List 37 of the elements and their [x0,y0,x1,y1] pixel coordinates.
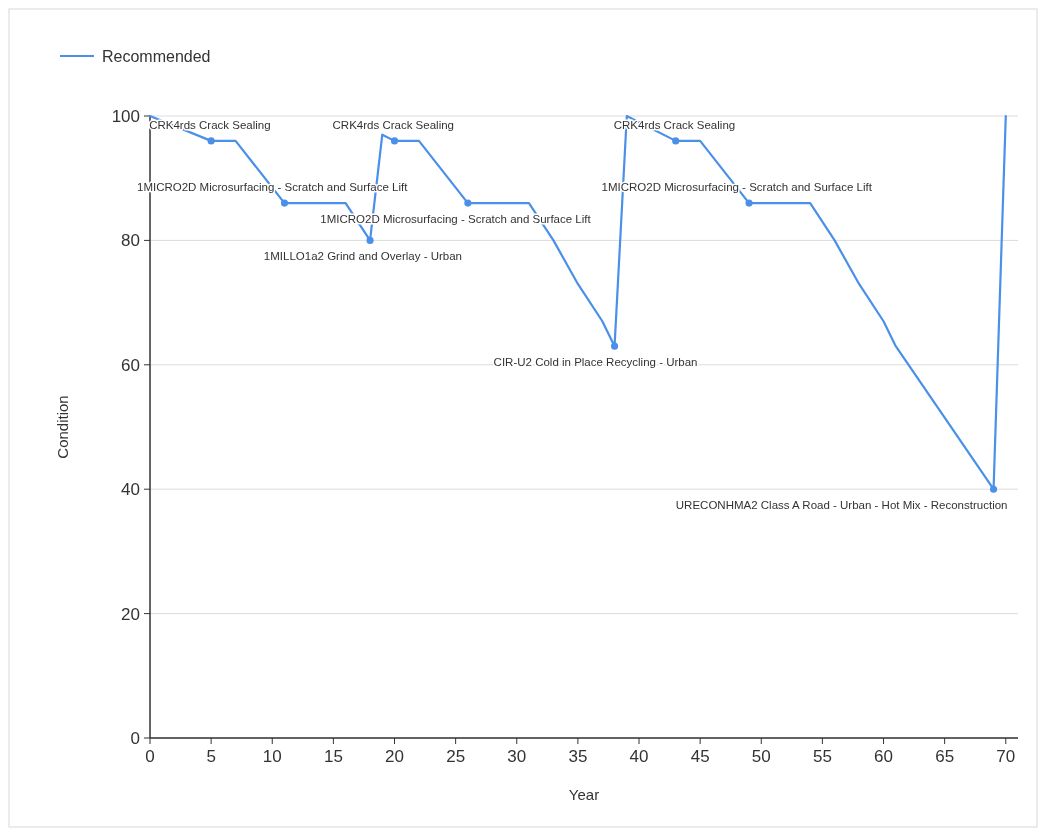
annotation: URECONHMA2 Class A Road - Urban - Hot Mix - Reconstruction [675,499,1008,512]
y-tick-label: 40 [121,480,140,500]
point [611,342,619,350]
y-tick-label: 100 [111,106,140,126]
point [390,137,399,145]
legend-label: Recommended [102,47,211,65]
x-tick-label: 60 [874,747,893,766]
x-tick-label: 25 [446,747,466,766]
x-tick-label: 35 [568,747,588,766]
annotation: CRK4rds Crack Sealing [332,118,454,131]
point [464,199,472,207]
annotation: CIR-U2 Cold in Place Recycling - Urban [493,356,698,369]
x-tick-label: 55 [812,747,832,766]
x-tick-label: 65 [935,747,955,766]
point [989,485,998,493]
point [366,236,374,244]
x-axis-title: Year [568,786,600,803]
x-tick-label: 20 [385,747,404,766]
x-tick-label: 10 [262,747,282,766]
x-tick-label: 40 [629,747,649,766]
y-axis-title: Condition [54,395,71,459]
x-tick-label: 5 [206,747,216,766]
y-tick-label: 60 [121,355,140,375]
x-tick-label: 45 [690,747,710,766]
point [672,137,680,145]
x-tick-label: 15 [323,747,343,766]
point [745,199,753,207]
y-tick-label: 80 [121,231,140,251]
x-tick-label: 0 [145,747,155,766]
x-tick-label: 50 [751,747,771,766]
point [207,137,215,145]
y-tick-label: 0 [130,728,140,748]
point [280,199,289,207]
y-tick-label: 20 [121,604,140,624]
x-tick-label: 30 [507,747,527,766]
x-tick-label: 70 [996,747,1016,766]
annotation: 1MILLO1a2 Grind and Overlay - Urban [263,250,463,263]
